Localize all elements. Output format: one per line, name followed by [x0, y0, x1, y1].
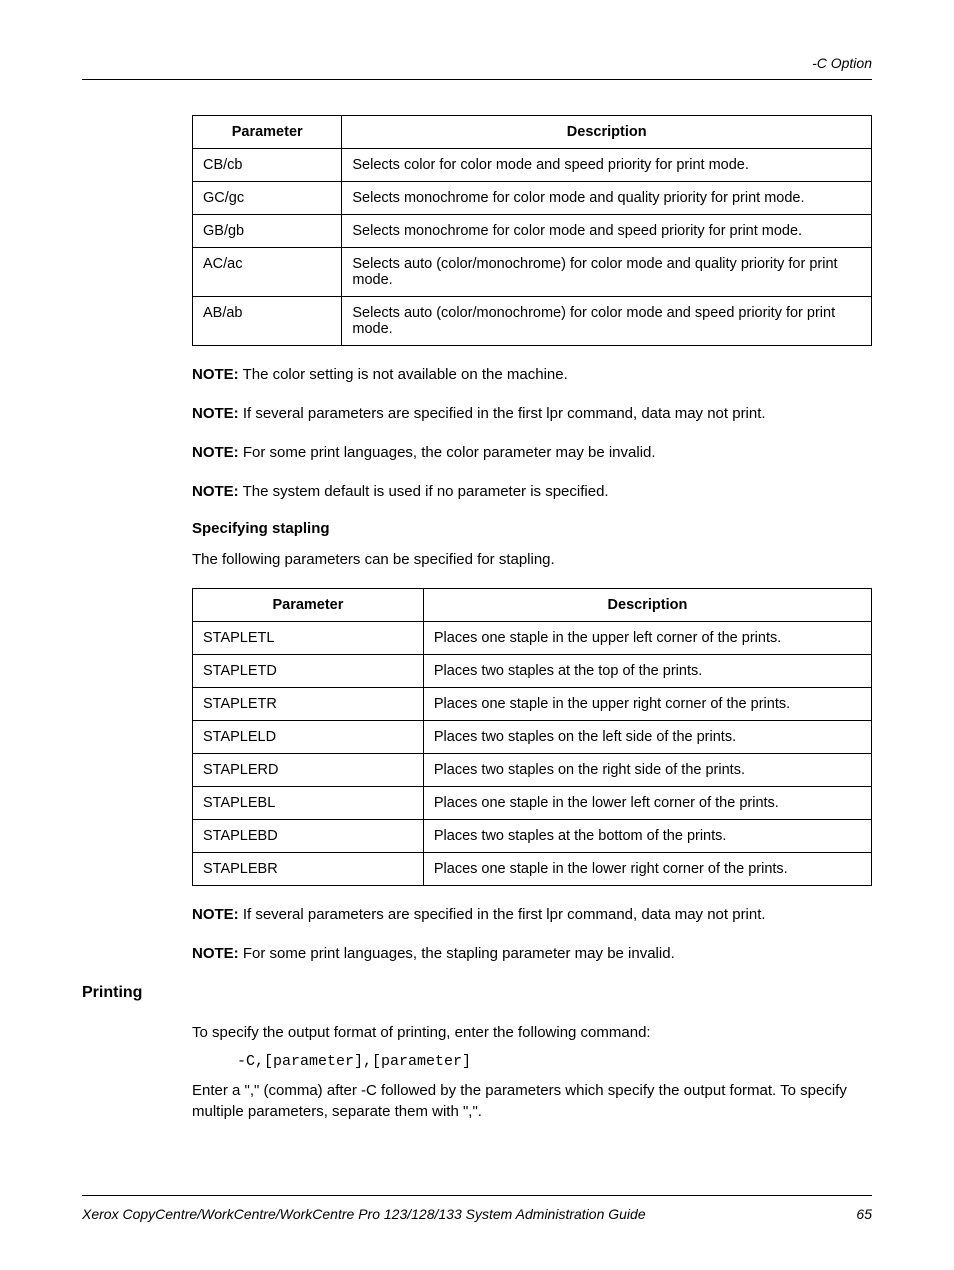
printing-after: Enter a "," (comma) after -C followed by… — [192, 1080, 872, 1122]
table-row: STAPLEBRPlaces one staple in the lower r… — [193, 853, 872, 886]
printing-intro: To specify the output format of printing… — [192, 1022, 872, 1043]
table-row: STAPLERDPlaces two staples on the right … — [193, 754, 872, 787]
param-cell: GB/gb — [193, 215, 342, 248]
table-row: CB/cbSelects color for color mode and sp… — [193, 149, 872, 182]
param-cell: STAPLELD — [193, 721, 424, 754]
note-text: NOTE: If several parameters are specifie… — [192, 904, 872, 925]
footer-title: Xerox CopyCentre/WorkCentre/WorkCentre P… — [82, 1206, 646, 1222]
note-text: NOTE: The system default is used if no p… — [192, 481, 872, 502]
table-row: AB/abSelects auto (color/monochrome) for… — [193, 297, 872, 346]
note-text: NOTE: If several parameters are specifie… — [192, 403, 872, 424]
header-section-label: -C Option — [82, 55, 872, 80]
stapling-table: Parameter Description STAPLETLPlaces one… — [192, 588, 872, 886]
desc-cell: Places one staple in the lower right cor… — [423, 853, 871, 886]
desc-cell: Places two staples on the left side of t… — [423, 721, 871, 754]
param-cell: AB/ab — [193, 297, 342, 346]
note-text: NOTE: For some print languages, the stap… — [192, 943, 872, 964]
table-row: STAPLETLPlaces one staple in the upper l… — [193, 622, 872, 655]
table-row: AC/acSelects auto (color/monochrome) for… — [193, 248, 872, 297]
desc-cell: Places one staple in the lower left corn… — [423, 787, 871, 820]
desc-cell: Places two staples on the right side of … — [423, 754, 871, 787]
col-description: Description — [423, 589, 871, 622]
table-header-row: Parameter Description — [193, 589, 872, 622]
code-example: -C,[parameter],[parameter] — [237, 1053, 872, 1070]
desc-cell: Places two staples at the top of the pri… — [423, 655, 871, 688]
desc-cell: Places one staple in the upper left corn… — [423, 622, 871, 655]
param-cell: AC/ac — [193, 248, 342, 297]
table-row: STAPLEBLPlaces one staple in the lower l… — [193, 787, 872, 820]
note-text: NOTE: For some print languages, the colo… — [192, 442, 872, 463]
desc-cell: Selects color for color mode and speed p… — [342, 149, 872, 182]
col-description: Description — [342, 116, 872, 149]
param-cell: STAPLEBD — [193, 820, 424, 853]
table-row: STAPLELDPlaces two staples on the left s… — [193, 721, 872, 754]
table-header-row: Parameter Description — [193, 116, 872, 149]
table-row: STAPLETRPlaces one staple in the upper r… — [193, 688, 872, 721]
desc-cell: Selects auto (color/monochrome) for colo… — [342, 248, 872, 297]
printing-heading: Printing — [82, 984, 872, 1002]
note-text: NOTE: The color setting is not available… — [192, 364, 872, 385]
page-footer: Xerox CopyCentre/WorkCentre/WorkCentre P… — [82, 1195, 872, 1222]
desc-cell: Selects monochrome for color mode and sp… — [342, 215, 872, 248]
table-row: GB/gbSelects monochrome for color mode a… — [193, 215, 872, 248]
col-parameter: Parameter — [193, 116, 342, 149]
stapling-heading: Specifying stapling — [192, 520, 872, 537]
col-parameter: Parameter — [193, 589, 424, 622]
param-cell: STAPLETR — [193, 688, 424, 721]
param-cell: STAPLETL — [193, 622, 424, 655]
param-cell: GC/gc — [193, 182, 342, 215]
color-mode-table: Parameter Description CB/cbSelects color… — [192, 115, 872, 346]
table-row: STAPLETDPlaces two staples at the top of… — [193, 655, 872, 688]
footer-page-number: 65 — [856, 1206, 872, 1222]
param-cell: CB/cb — [193, 149, 342, 182]
param-cell: STAPLEBR — [193, 853, 424, 886]
desc-cell: Places one staple in the upper right cor… — [423, 688, 871, 721]
stapling-intro: The following parameters can be specifie… — [192, 549, 872, 570]
param-cell: STAPLEBL — [193, 787, 424, 820]
desc-cell: Selects auto (color/monochrome) for colo… — [342, 297, 872, 346]
param-cell: STAPLETD — [193, 655, 424, 688]
param-cell: STAPLERD — [193, 754, 424, 787]
table-row: GC/gcSelects monochrome for color mode a… — [193, 182, 872, 215]
desc-cell: Places two staples at the bottom of the … — [423, 820, 871, 853]
table-row: STAPLEBDPlaces two staples at the bottom… — [193, 820, 872, 853]
desc-cell: Selects monochrome for color mode and qu… — [342, 182, 872, 215]
